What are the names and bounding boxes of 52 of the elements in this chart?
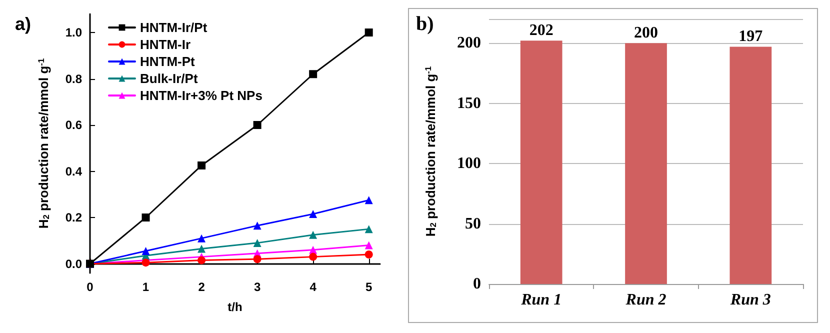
point bbox=[364, 225, 373, 234]
x-tick-label: 1 bbox=[142, 280, 150, 294]
y-tick-label: 1.0 bbox=[65, 26, 82, 40]
point bbox=[198, 244, 206, 253]
y-tick-label: 0.0 bbox=[65, 256, 82, 271]
y-tick-label: 100 bbox=[457, 155, 481, 172]
point bbox=[309, 252, 318, 261]
x-tick-label: 5 bbox=[366, 280, 372, 294]
data-label: 202 bbox=[529, 22, 554, 40]
x-axis-title: t/h bbox=[228, 300, 242, 314]
x-tick-label: Run 2 bbox=[624, 292, 666, 308]
point bbox=[253, 238, 262, 247]
legend-label: HNTM-Ir/Pt bbox=[140, 20, 208, 35]
point bbox=[364, 250, 373, 258]
point bbox=[198, 256, 206, 264]
data-label: 197 bbox=[738, 28, 763, 46]
point bbox=[253, 255, 262, 264]
chart-title: a) bbox=[15, 14, 32, 34]
x-tick-label: Run 3 bbox=[729, 292, 771, 308]
legend-label: HNTM-Ir bbox=[140, 37, 191, 52]
point bbox=[309, 70, 318, 78]
x-tick-label: 2 bbox=[198, 280, 206, 294]
point bbox=[142, 247, 150, 256]
point bbox=[142, 214, 150, 222]
x-tick-label: Run 1 bbox=[520, 292, 562, 308]
y-axis-title: H2 production rate/mmol g-1 bbox=[36, 58, 51, 229]
x-tick-label: 3 bbox=[254, 280, 261, 294]
point bbox=[253, 121, 262, 129]
point bbox=[198, 161, 206, 170]
y-tick-label: 50 bbox=[465, 215, 481, 232]
point bbox=[142, 258, 150, 267]
y-tick-label: 150 bbox=[457, 94, 481, 112]
point bbox=[364, 196, 373, 204]
y-tick-label: 0.8 bbox=[65, 72, 82, 86]
y-axis-title: H2 production rate/mmol g-1 bbox=[422, 66, 438, 237]
y-tick-label: 200 bbox=[457, 34, 481, 52]
point bbox=[198, 234, 206, 242]
data-label: 200 bbox=[634, 24, 658, 42]
point bbox=[309, 210, 318, 218]
point bbox=[253, 222, 262, 230]
legend-label: HNTM-Ir+3% Pt NPs bbox=[140, 88, 262, 103]
chart-title: b) bbox=[416, 13, 434, 35]
y-tick-label: 0.6 bbox=[65, 118, 82, 132]
y-tick-label: 0.2 bbox=[65, 210, 82, 224]
x-tick-label: 0 bbox=[86, 280, 94, 294]
point bbox=[309, 230, 318, 239]
point bbox=[364, 241, 373, 250]
y-tick-label: 0.4 bbox=[65, 164, 82, 178]
point bbox=[364, 28, 373, 36]
x-tick-label: 4 bbox=[310, 280, 317, 294]
legend-label: Bulk-Ir/Pt bbox=[140, 71, 198, 86]
legend-label: HNTM-Pt bbox=[140, 54, 196, 69]
